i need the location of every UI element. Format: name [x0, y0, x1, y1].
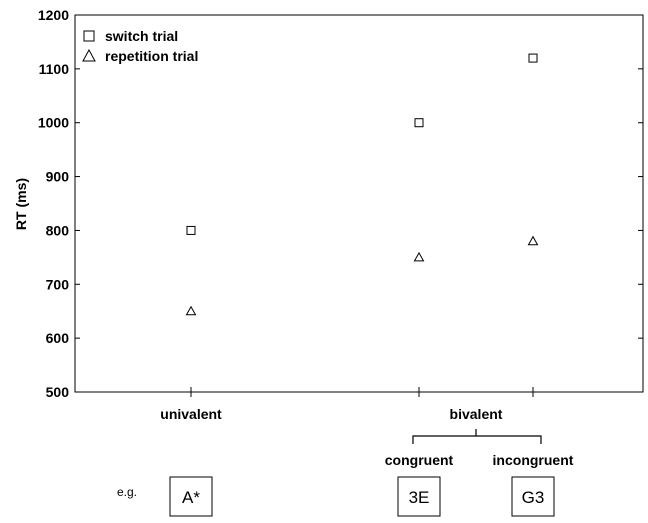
- legend: switch trial repetition trial: [82, 28, 198, 64]
- example-text: 3E: [409, 488, 430, 507]
- legend-label: repetition trial: [105, 48, 198, 64]
- y-tick-label: 900: [46, 169, 70, 185]
- y-tick-label: 500: [46, 384, 70, 400]
- group-label-univalent: univalent: [160, 406, 222, 422]
- y-tick-label: 1200: [38, 7, 69, 23]
- y-axis-ticks: 500 600 700 800 900 1000 1100 1200: [38, 7, 643, 400]
- plot-frame: [74, 14, 644, 393]
- condition-label-incongruent: incongruent: [493, 452, 574, 468]
- repetition-trial-point-univalent: [185, 305, 197, 316]
- switch-trial-point-univalent: [186, 225, 196, 235]
- repetition-trial-point-incongruent: [527, 235, 539, 246]
- example-box: [511, 476, 555, 517]
- example-text: G3: [522, 488, 545, 507]
- y-tick-label: 800: [46, 222, 70, 238]
- switch-trial-point-congruent: [414, 118, 424, 128]
- example-stimuli: A* 3E G3: [169, 476, 555, 517]
- example-prefix: e.g.: [117, 485, 137, 499]
- example-text: A*: [182, 488, 200, 507]
- legend-triangle-icon: [82, 48, 96, 62]
- legend-label: switch trial: [105, 28, 178, 44]
- group-labels: univalent bivalent congruent incongruent: [160, 406, 574, 468]
- x-axis-ticks: [190, 387, 534, 397]
- repetition-trial-point-congruent: [413, 251, 425, 262]
- condition-label-congruent: congruent: [385, 452, 454, 468]
- switch-trial-point-incongruent: [528, 53, 538, 63]
- y-tick-label: 1000: [38, 115, 69, 131]
- example-box: [169, 476, 213, 517]
- legend-square-icon: [83, 30, 95, 42]
- y-tick-label: 1100: [39, 61, 70, 77]
- example-box: [397, 476, 441, 517]
- group-label-bivalent: bivalent: [450, 406, 503, 422]
- bivalent-bracket: [412, 429, 542, 444]
- y-axis-title: RT (ms): [13, 178, 29, 230]
- y-tick-label: 600: [46, 330, 70, 346]
- y-tick-label: 700: [46, 276, 70, 292]
- data-markers: [185, 53, 539, 316]
